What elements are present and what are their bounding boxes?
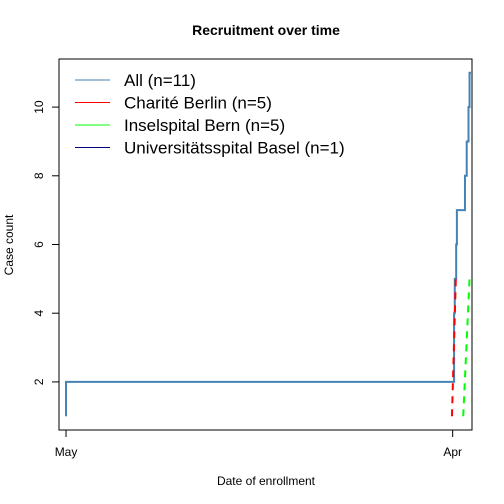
x-tick-label: May — [55, 445, 78, 459]
y-tick-label: 6 — [32, 241, 46, 248]
y-tick-label: 8 — [32, 172, 46, 179]
legend: All (n=11) Charité Berlin (n=5) Inselspita… — [75, 71, 345, 158]
y-tick-label: 4 — [32, 310, 46, 317]
y-tick-label: 10 — [32, 100, 46, 114]
plot-frame — [59, 59, 472, 430]
chart-title: Recruitment over time — [192, 22, 340, 38]
legend-label-0: All (n=11) — [124, 71, 196, 90]
legend-label-1: Charité Berlin (n=5) — [124, 94, 272, 113]
x-tick-label: Apr — [443, 445, 462, 459]
legend-label-2: Inselspital Bern (n=5) — [124, 116, 285, 135]
y-axis-label: Case count — [2, 214, 16, 275]
y-tick-label: 2 — [32, 378, 46, 385]
series-line-2 — [463, 279, 469, 416]
x-axis-label: Date of enrollment — [217, 474, 316, 488]
legend-label-3: Universitätsspital Basel (n=1) — [124, 139, 345, 158]
